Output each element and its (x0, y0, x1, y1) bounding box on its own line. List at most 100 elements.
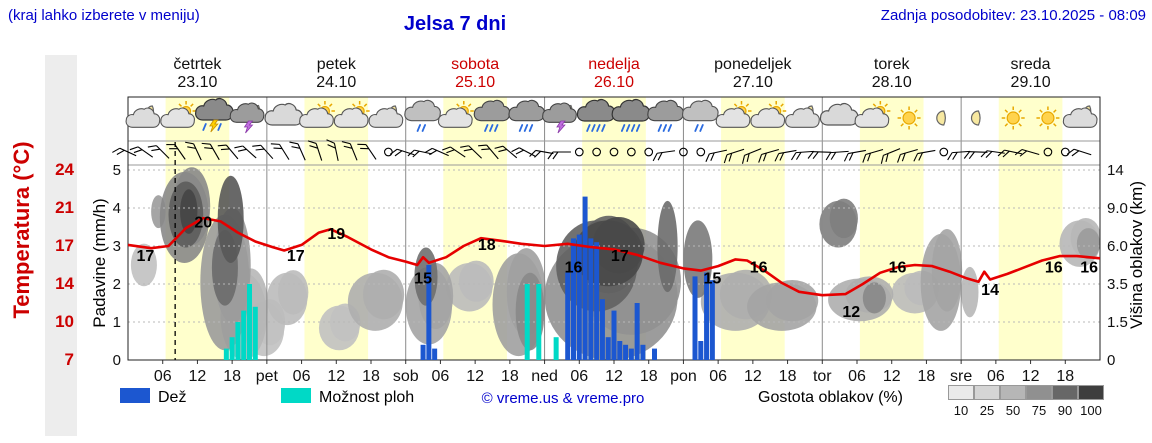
temp-value: 16 (750, 259, 768, 276)
rain-icon (508, 99, 546, 132)
time-tick: 18 (779, 368, 797, 385)
density-swatch (974, 385, 1000, 400)
credit-link[interactable]: © vreme.us & vreme.pro (481, 390, 645, 407)
day-name: četrtek (173, 56, 222, 73)
moon-cloud-icon (125, 105, 161, 128)
cloud-tick: 1.5 (1107, 314, 1128, 331)
wind-barb-icon (442, 146, 466, 158)
cloud-tick: 14 (1107, 162, 1124, 179)
day-abbr: sre (950, 368, 972, 385)
calm-wind-icon (592, 147, 601, 157)
precip-tick: 1 (113, 314, 121, 331)
day-date: 25.10 (455, 74, 495, 91)
temp-value: 16 (565, 259, 583, 276)
temp-value: 17 (611, 248, 629, 265)
wind-barbs (112, 139, 1092, 164)
moon-thunder-icon (542, 102, 577, 134)
wind-barb-icon (825, 150, 849, 161)
moon-cloud-icon (368, 105, 404, 128)
day-date: 27.10 (733, 74, 773, 91)
temp-tick: 17 (55, 236, 74, 255)
sun-icon (897, 106, 921, 130)
day-date: 23.10 (177, 74, 217, 91)
calm-wind-icon (679, 147, 688, 157)
day-abbr: ned (531, 368, 558, 385)
showers-legend-swatch (281, 388, 311, 403)
temp-tick: 14 (55, 274, 74, 293)
calm-wind-icon (627, 147, 636, 157)
day-name: nedelja (588, 56, 640, 73)
time-tick: 06 (293, 368, 311, 385)
day-name: sreda (1011, 56, 1051, 73)
sun-cloud-icon (333, 101, 370, 128)
sun-cloud-icon (854, 101, 891, 128)
temp-tick: 21 (55, 198, 74, 217)
cloud-icon (264, 103, 304, 126)
precip-bars (223, 196, 715, 360)
density-swatch (948, 385, 974, 400)
sun-icon (1001, 106, 1025, 130)
density-swatch (1052, 385, 1078, 400)
showers-bars (223, 284, 559, 360)
time-tick: 06 (848, 368, 866, 385)
moon-icon (936, 110, 946, 126)
density-tick: 10 (953, 403, 969, 418)
drizzle-icon (681, 99, 719, 132)
wind-barb-icon (947, 150, 971, 161)
wind-barb-icon (880, 148, 901, 164)
moon-cloud-icon (785, 105, 820, 128)
temp-value: 16 (889, 259, 907, 276)
density-swatch (1000, 385, 1026, 400)
day-date: 28.10 (872, 74, 912, 91)
cloud-icon (819, 103, 859, 126)
wind-barb-icon (790, 150, 814, 161)
sun-cloud-icon (160, 101, 197, 128)
sun-cloud-icon (715, 101, 752, 128)
calm-wind-icon (1043, 147, 1053, 157)
temp-value: 16 (1045, 259, 1063, 276)
wind-barb-icon (201, 142, 220, 161)
density-tick: 50 (1005, 403, 1021, 418)
day-date: 29.10 (1011, 74, 1051, 91)
page-title: Jelsa 7 dni (403, 13, 507, 35)
time-tick: 06 (432, 368, 450, 385)
time-labels: 06 12 18 pet 06 12 18 sob 06 12 18 ned 06 12 18 pon 06 12… (154, 368, 1074, 385)
wind-barb-icon (511, 147, 536, 157)
wind-barb-icon (460, 145, 482, 159)
time-tick: 06 (154, 368, 172, 385)
precip-tick: 0 (113, 352, 121, 369)
wind-barb-icon (289, 141, 306, 161)
axis-ticks: 24 5 14 21 4 9.0 17 3 6.0 14 2 3.5 10 1 1.5 7 0 0 (55, 160, 1128, 369)
sun-cloud-icon (299, 101, 335, 128)
density-tick: 25 (979, 403, 995, 418)
wind-barb-icon (862, 148, 884, 163)
drizzle-icon (404, 99, 441, 132)
wind-barb-icon (758, 148, 780, 163)
time-tick: 12 (744, 368, 762, 385)
time-tick: 12 (605, 368, 623, 385)
temp-value-labels: 17 20 17 19 15 18 16 17 15 16 12 16 14 16 16 (136, 215, 1098, 321)
density-tick: 90 (1057, 403, 1073, 418)
showers-legend-label: Možnost ploh (319, 389, 415, 406)
temp-value: 15 (414, 271, 432, 288)
rain-legend-label: Dež (158, 389, 187, 406)
wind-barb-icon (185, 141, 202, 161)
time-tick: 06 (709, 368, 727, 385)
wind-barb-icon (407, 149, 432, 158)
wind-barb-icon (913, 149, 936, 162)
wind-barb-icon (547, 151, 571, 160)
time-tick: 18 (501, 368, 519, 385)
cloud-blobs (130, 167, 1100, 360)
day-name: sobota (451, 56, 499, 73)
time-tick: 18 (918, 368, 936, 385)
precip-tick: 4 (113, 200, 121, 217)
temp-tick: 24 (55, 160, 74, 179)
wind-barb-icon (357, 143, 377, 160)
density-tick: 75 (1031, 403, 1047, 418)
temp-value: 17 (287, 248, 305, 265)
wind-barb-icon (807, 151, 832, 160)
location-hint: (kraj lahko izberete v meniju) (8, 7, 200, 24)
cloud-density-scale: 10 25 50 75 90 100 (948, 385, 1108, 419)
time-tick: 12 (883, 368, 901, 385)
